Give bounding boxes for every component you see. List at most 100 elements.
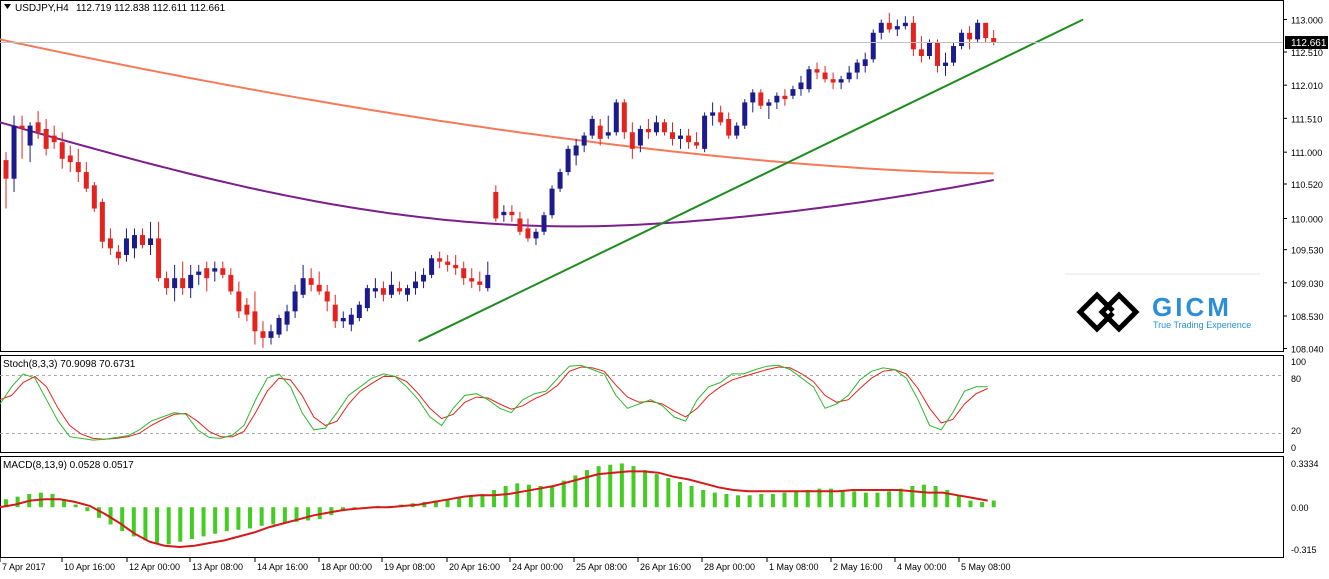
candle xyxy=(605,115,611,139)
candle xyxy=(846,65,852,83)
candle xyxy=(172,264,178,302)
candle-body xyxy=(212,268,218,272)
macd-histogram-bar xyxy=(863,492,868,508)
macd-histogram-bar xyxy=(480,493,485,508)
candle xyxy=(678,128,684,149)
candle xyxy=(51,125,57,149)
candle xyxy=(107,228,113,255)
candle-body xyxy=(83,172,89,189)
candle-body xyxy=(340,317,346,322)
candle xyxy=(581,132,587,153)
symbol-dropdown-icon[interactable] xyxy=(4,4,11,9)
candle xyxy=(27,122,33,163)
candle-body xyxy=(710,112,716,116)
candle-body xyxy=(814,69,820,73)
candle-body xyxy=(621,102,627,133)
candle xyxy=(766,99,772,119)
candle-body xyxy=(3,160,9,179)
stoch-axis: 100 80 20 0 xyxy=(1291,357,1306,453)
candle xyxy=(123,228,129,262)
candle xyxy=(485,261,491,292)
candle xyxy=(437,251,443,269)
candle xyxy=(140,228,146,249)
candle xyxy=(396,281,402,295)
candle-body xyxy=(943,62,949,66)
candle xyxy=(11,115,17,192)
stoch-tick-label: 20 xyxy=(1291,426,1301,436)
candle-body xyxy=(43,128,49,149)
macd-histogram-bar xyxy=(805,489,810,508)
time-tick-label: 1 May 08:00 xyxy=(769,562,819,572)
candle-body xyxy=(926,42,932,56)
candle-body xyxy=(236,291,242,312)
candle-body xyxy=(702,115,708,149)
macd-histogram-bar xyxy=(248,507,253,529)
ohlc-header: 112.719 112.838 112.611 112.661 xyxy=(76,3,226,14)
candle-body xyxy=(645,128,651,133)
macd-histogram-bar xyxy=(677,482,682,508)
candle xyxy=(975,19,981,43)
candle xyxy=(292,284,298,318)
candle-body xyxy=(854,62,860,73)
candle-body xyxy=(742,102,748,126)
stoch-header: Stoch(8,3,3) 70.9098 70.6731 xyxy=(3,359,136,370)
candle xyxy=(372,278,378,299)
candle-body xyxy=(758,92,764,106)
candle xyxy=(718,105,724,126)
time-tick-label: 7 Apr 2017 xyxy=(2,562,46,572)
candle xyxy=(405,284,410,302)
price-tick-label: 109.030 xyxy=(1291,279,1324,289)
candle xyxy=(742,99,748,129)
macd-histogram-bar xyxy=(875,492,880,508)
candle xyxy=(75,148,81,183)
candle-body xyxy=(172,278,178,289)
macd-histogram-bar xyxy=(852,491,857,508)
candle xyxy=(653,115,659,136)
macd-histogram-bar xyxy=(608,464,613,508)
macd-histogram-bar xyxy=(503,485,508,508)
candle xyxy=(212,261,218,282)
macd-histogram-bar xyxy=(550,485,555,508)
moving-averages xyxy=(0,38,994,228)
macd-histogram-bar xyxy=(538,485,543,508)
candle-body xyxy=(983,22,989,39)
candle xyxy=(637,125,643,153)
candle xyxy=(380,281,386,302)
candle-body xyxy=(396,288,402,292)
macd-histogram-bar xyxy=(317,507,322,520)
time-tick-label: 13 Apr 08:00 xyxy=(192,562,243,572)
candle-body xyxy=(308,278,314,285)
candle xyxy=(573,138,579,166)
candle-body xyxy=(766,102,772,106)
candle-body xyxy=(284,311,290,325)
macd-histogram-bar xyxy=(689,485,694,508)
macd-histogram-bar xyxy=(759,493,764,508)
candle-body xyxy=(445,261,451,265)
candle xyxy=(35,111,41,139)
macd-histogram-bar xyxy=(73,504,78,508)
time-tick-label: 20 Apr 16:00 xyxy=(449,562,500,572)
macd-histogram-bar xyxy=(166,507,171,545)
stoch-tick-label: 100 xyxy=(1291,357,1306,367)
candle-body xyxy=(437,258,443,262)
candle-body xyxy=(276,317,282,335)
price-tick-label: 109.530 xyxy=(1291,246,1324,256)
candle xyxy=(131,228,137,259)
candle-body xyxy=(228,274,234,292)
macd-histogram-bar xyxy=(526,484,531,508)
stoch-tick-label: 0 xyxy=(1291,443,1296,453)
macd-histogram-bar xyxy=(236,507,241,530)
gicm-logo: GICM True Trading Experience xyxy=(1065,273,1260,333)
candle-body xyxy=(35,122,41,133)
macd-axis: 0.3334 0.00 -0.315 xyxy=(1291,459,1319,555)
macd-histogram-bar xyxy=(213,507,218,534)
candle-body xyxy=(388,284,394,295)
macd-histogram-bar xyxy=(829,488,834,508)
macd-histogram-bar xyxy=(945,489,950,508)
candle xyxy=(413,271,419,295)
candle xyxy=(517,211,523,236)
candle xyxy=(686,128,692,149)
macd-histogram-bar xyxy=(515,483,520,508)
candle xyxy=(533,228,539,246)
